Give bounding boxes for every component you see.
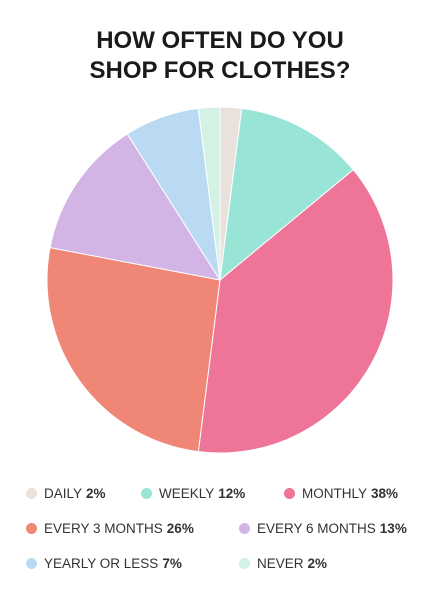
chart (46, 106, 394, 454)
legend-value: 13% (379, 521, 407, 536)
legend-item: EVERY 6 MONTHS 13% (239, 521, 407, 536)
legend-value: 38% (371, 486, 399, 501)
legend-marker (26, 558, 37, 569)
legend-marker (239, 523, 250, 534)
pie-slice (46, 246, 221, 453)
legend-label: MONTHLY (302, 486, 368, 501)
legend-value: 7% (162, 556, 182, 571)
legend-marker (26, 523, 37, 534)
pie-slice (197, 106, 221, 281)
legend-value: 26% (166, 521, 194, 536)
pie-slice (219, 107, 355, 282)
legend-label: NEVER (257, 556, 304, 571)
legend-label: DAILY (44, 486, 83, 501)
legend-value: 2% (307, 556, 328, 571)
legend-item: NEVER 2% (239, 556, 327, 571)
legend-marker (239, 558, 250, 569)
legend-item: WEEKLY 12% (141, 486, 245, 501)
chart-title: HOW OFTEN DO YOU SHOP FOR CLOTHES? (89, 27, 351, 84)
legend-value: 2% (86, 486, 106, 501)
legend-label: YEARLY OR LESS (44, 556, 159, 571)
legend-item: DAILY 2% (26, 486, 106, 501)
legend-label: EVERY 6 MONTHS (257, 521, 376, 536)
legend-marker (284, 488, 295, 499)
legend-marker (26, 488, 37, 499)
legend-value: 12% (218, 486, 246, 501)
pie-slice (197, 169, 394, 454)
legend-item: MONTHLY 38% (284, 486, 398, 501)
legend-item: EVERY 3 MONTHS 26% (26, 521, 194, 536)
legend-item: YEARLY OR LESS 7% (26, 556, 182, 571)
legend-label: EVERY 3 MONTHS (44, 521, 163, 536)
legend-marker (141, 488, 152, 499)
legend-label: WEEKLY (159, 486, 215, 501)
pie-slice (49, 133, 222, 281)
